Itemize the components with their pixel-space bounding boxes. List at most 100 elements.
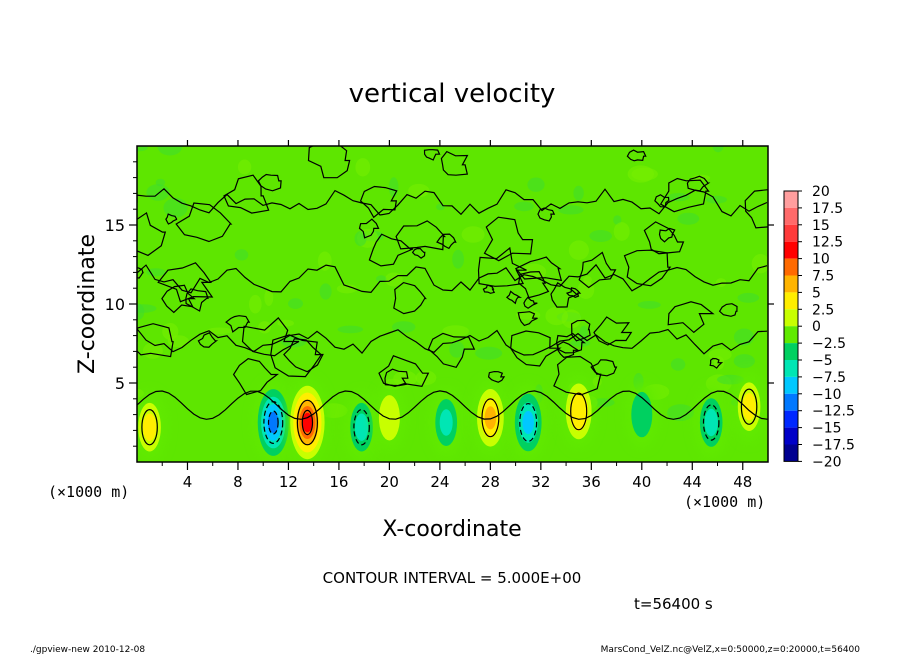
chart-title: vertical velocity xyxy=(349,79,556,109)
contour-line xyxy=(137,267,144,279)
contour-line xyxy=(393,281,427,315)
x-tick-label: 44 xyxy=(683,473,702,491)
contour-line xyxy=(570,392,588,431)
contour-line xyxy=(440,150,469,176)
texture-blob xyxy=(206,327,233,335)
texture-blob xyxy=(717,374,745,385)
contour-line xyxy=(267,410,279,435)
velocity-cell xyxy=(511,385,546,460)
time-label: t=56400 s xyxy=(634,595,713,613)
contour-line xyxy=(368,233,414,267)
colorbar-swatch xyxy=(784,427,798,445)
contour-line xyxy=(565,287,582,298)
contour-line xyxy=(593,316,633,346)
velocity-cell xyxy=(254,381,293,462)
x-tick-label: 20 xyxy=(380,473,399,491)
texture-blob xyxy=(613,215,622,225)
footer-right: MarsCond_VelZ.nc@VelZ,x=0:50000,z=0:2000… xyxy=(601,645,861,654)
x-tick-label: 48 xyxy=(733,473,752,491)
colorbar-swatch xyxy=(784,292,798,310)
colorbar-swatch xyxy=(784,326,798,344)
texture-blob xyxy=(337,325,364,334)
x-unit-label: (×1000 m) xyxy=(48,483,129,501)
contour-line xyxy=(137,327,768,356)
contour-line xyxy=(578,251,617,289)
contour-line xyxy=(487,370,506,383)
texture-blob xyxy=(384,272,403,287)
contour-interval-text: CONTOUR INTERVAL = 5.000E+00 xyxy=(323,569,582,587)
cell-shade xyxy=(439,409,453,436)
texture-blob xyxy=(452,249,464,269)
colorbar-swatch xyxy=(784,241,798,259)
texture-blob xyxy=(237,159,252,175)
colorbar-swatch xyxy=(784,444,798,462)
contour-line xyxy=(702,404,720,441)
contour-line xyxy=(301,409,314,436)
contour-line xyxy=(505,290,523,305)
texture-blob xyxy=(408,183,430,198)
texture-blob xyxy=(514,201,534,212)
texture-blob xyxy=(264,289,274,306)
texture-blob xyxy=(737,292,760,303)
cell-shade xyxy=(383,404,396,431)
contour-line xyxy=(427,332,476,368)
colorbar-label: −5 xyxy=(812,353,833,369)
colorbar-swatch xyxy=(784,376,798,394)
cell-shade xyxy=(484,406,497,430)
contour-line xyxy=(519,403,538,443)
contour-line xyxy=(659,177,710,213)
texture-blob xyxy=(545,306,568,326)
contour-line xyxy=(257,173,282,192)
cell-shade xyxy=(302,412,313,433)
texture-blob xyxy=(137,146,148,152)
texture-blob xyxy=(163,198,188,218)
texture-blob xyxy=(146,184,170,201)
colorbar-label: 7.5 xyxy=(812,269,834,285)
velocity-cell xyxy=(374,385,405,451)
texture-blob xyxy=(354,231,367,247)
x-axis-label: X-coordinate xyxy=(382,517,521,542)
texture-blob xyxy=(558,205,584,215)
velocity-cell xyxy=(430,388,462,457)
contour-line xyxy=(718,303,738,317)
colorbar-swatch xyxy=(784,410,798,428)
colorbar-label: −10 xyxy=(812,387,842,403)
cell-shade xyxy=(573,400,585,423)
texture-blob xyxy=(637,301,661,309)
velocity-cell xyxy=(627,382,657,448)
contour-line xyxy=(197,332,219,348)
contour-line xyxy=(626,149,647,162)
contour-line xyxy=(744,189,768,229)
colorbar-label: 10 xyxy=(812,252,830,268)
contour-line xyxy=(667,301,715,334)
colorbar-swatch xyxy=(784,343,798,360)
x-tick-label: 28 xyxy=(481,473,500,491)
contour-line xyxy=(553,355,602,396)
contour-line xyxy=(623,249,672,287)
texture-blob xyxy=(388,177,399,198)
contour-line xyxy=(477,246,527,287)
contour-line xyxy=(482,284,496,294)
colorbar-label: −17.5 xyxy=(812,438,855,454)
y-tick-label: 10 xyxy=(105,295,125,314)
contour-line xyxy=(537,207,556,222)
contour-line xyxy=(283,338,324,373)
colorbar-label: 17.5 xyxy=(812,201,843,217)
contour-line xyxy=(141,409,158,446)
texture-blob xyxy=(589,230,612,242)
x-tick-label: 12 xyxy=(279,473,298,491)
contour-line xyxy=(165,213,178,225)
texture-blob xyxy=(712,146,724,153)
contour-line xyxy=(137,323,174,358)
texture-blob xyxy=(715,278,727,288)
cell-shade xyxy=(354,413,369,441)
texture-blob xyxy=(573,185,584,201)
colorbar-label: −7.5 xyxy=(812,370,846,386)
cell-shade xyxy=(704,408,718,437)
colorbar-label: 2.5 xyxy=(812,302,834,318)
contour-line xyxy=(157,262,214,303)
velocity-cell xyxy=(695,387,728,458)
contour-line xyxy=(550,282,579,308)
texture-blob xyxy=(631,167,658,181)
